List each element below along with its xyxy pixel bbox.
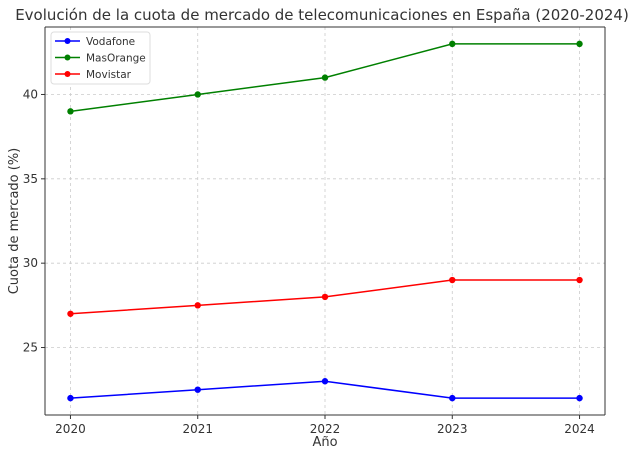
x-tick-label: 2020: [55, 422, 86, 436]
data-point-masorange: [449, 40, 456, 48]
data-point-movistar: [194, 302, 201, 309]
y-tick-label: 30: [23, 256, 38, 270]
data-point-vodafone: [576, 394, 583, 402]
series-lines: [67, 40, 583, 402]
legend-label: Vodafone: [86, 36, 135, 48]
data-point-masorange: [576, 40, 583, 48]
y-tick-label: 35: [23, 172, 38, 186]
data-point-vodafone: [67, 394, 74, 402]
legend: Vodafone MasOrange Movistar: [50, 31, 151, 85]
data-point-masorange: [67, 108, 74, 115]
legend-marker: [64, 54, 71, 61]
grid: [45, 27, 605, 415]
x-tick-label: 2021: [182, 422, 213, 436]
legend-label: Movistar: [86, 69, 132, 81]
data-point-vodafone: [321, 378, 329, 385]
data-point-movistar: [67, 310, 74, 317]
data-point-movistar: [321, 293, 329, 301]
legend-box: [50, 31, 151, 85]
data-point-movistar: [576, 276, 583, 284]
data-point-vodafone: [449, 394, 456, 402]
legend-label: MasOrange: [86, 53, 146, 65]
x-tick-label: 2023: [437, 422, 468, 436]
chart-title: Evolución de la cuota de mercado de tele…: [15, 6, 629, 24]
y-tick-label: 40: [23, 87, 38, 101]
data-point-vodafone: [194, 386, 201, 393]
data-point-masorange: [194, 91, 201, 98]
y-tick-label: 25: [23, 341, 38, 355]
axes: 2020 2021 2022 2023 2024 25 30 35 40: [23, 26, 606, 436]
data-point-masorange: [321, 74, 329, 81]
data-point-movistar: [449, 276, 456, 284]
x-tick-label: 2022: [310, 422, 341, 436]
legend-marker: [64, 71, 71, 77]
x-axis-label: Año: [312, 435, 337, 450]
legend-marker: [64, 38, 71, 44]
y-axis-label: Cuota de mercado (%): [7, 148, 22, 295]
x-tick-label: 2024: [564, 422, 595, 436]
